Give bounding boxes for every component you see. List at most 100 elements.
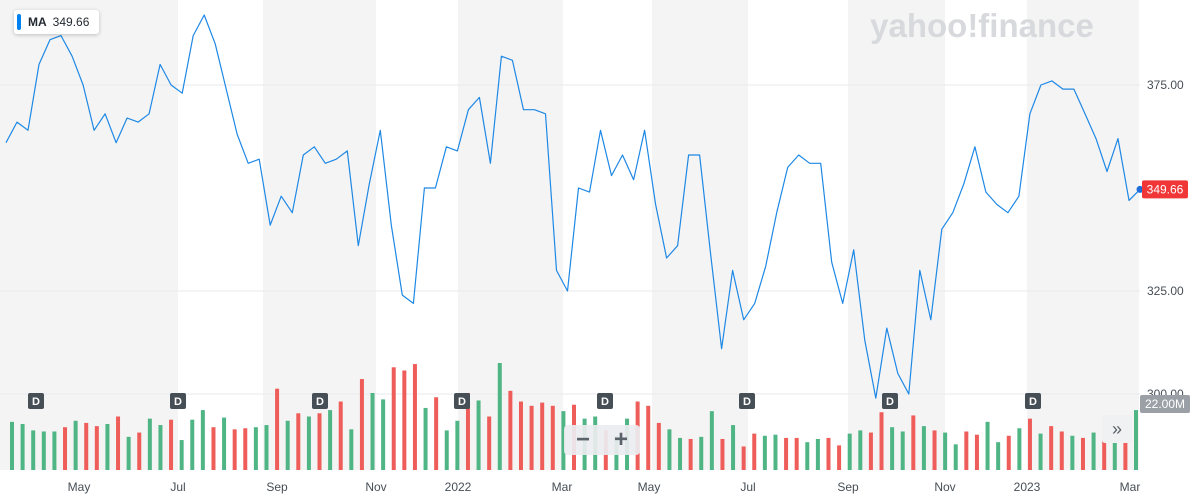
series-legend[interactable]: MA 349.66 (14, 10, 100, 34)
event-marker-box (1025, 393, 1041, 409)
volume-bar (179, 440, 184, 470)
volume-bar (391, 367, 396, 470)
volume-bar (63, 427, 68, 470)
zoom-out-icon[interactable]: − (575, 426, 590, 453)
volume-bar (328, 410, 333, 470)
y-tick-label: 325.00 (1147, 284, 1184, 298)
event-marker[interactable]: D (454, 393, 470, 409)
legend-series-value: 349.66 (52, 15, 90, 29)
volume-bar (306, 416, 311, 470)
volume-bar (688, 438, 693, 470)
x-tick-label: Jul (170, 480, 185, 494)
volume-bar (412, 364, 417, 470)
volume-bar (465, 392, 470, 470)
event-marker[interactable]: D (28, 393, 44, 409)
volume-bar (73, 420, 78, 470)
volume-bar (1059, 431, 1064, 470)
volume-bar (540, 402, 545, 470)
volume-bar (699, 436, 704, 470)
x-tick-label: Mar (552, 480, 573, 494)
volume-bar (518, 401, 523, 470)
event-marker[interactable]: D (597, 393, 613, 409)
volume-bar (52, 431, 57, 470)
event-marker[interactable]: D (1025, 393, 1041, 409)
x-tick-label: Nov (934, 480, 955, 494)
event-marker-box (28, 393, 44, 409)
volume-bar (1102, 437, 1107, 470)
volume-bar (264, 425, 269, 470)
zoom-controls: − + (564, 425, 640, 455)
volume-bar (147, 418, 152, 470)
event-marker-box (739, 393, 755, 409)
volume-bar (1123, 434, 1128, 470)
volume-bar (84, 422, 89, 470)
expand-button[interactable]: » (1102, 415, 1132, 443)
volume-bar (253, 427, 258, 470)
volume-bar (985, 421, 990, 470)
volume-bar (126, 436, 131, 470)
volume-bar (720, 438, 725, 470)
x-tick-label: 2023 (1014, 480, 1041, 494)
volume-bar (444, 430, 449, 470)
event-marker-label: D (32, 396, 40, 408)
last-price-tag-label: 349.66 (1147, 182, 1184, 196)
volume-bar (805, 442, 810, 470)
volume-bar (41, 431, 46, 470)
volume-max-tag (1140, 395, 1190, 413)
event-marker[interactable]: D (882, 393, 898, 409)
volume-bar (285, 420, 290, 470)
volume-bar (858, 430, 863, 470)
last-price-tag (1142, 180, 1188, 199)
volume-bar (402, 370, 407, 470)
x-tick-label: Nov (365, 480, 386, 494)
event-marker[interactable]: D (312, 393, 328, 409)
volume-bar (1134, 410, 1138, 470)
volume-bar (137, 432, 142, 470)
volume-bar (794, 437, 799, 470)
event-marker[interactable]: D (739, 393, 755, 409)
event-marker-box (882, 393, 898, 409)
zoom-in-icon[interactable]: + (613, 426, 628, 453)
volume-bar (667, 429, 672, 470)
volume-bar (709, 411, 714, 470)
y-tick-label: 375.00 (1147, 78, 1184, 92)
legend-color-bar (17, 14, 21, 30)
volume-max-label: 22.00M (1145, 397, 1185, 411)
volume-bar (275, 388, 280, 470)
event-marker-box (454, 393, 470, 409)
period-band (1027, 0, 1139, 470)
volume-bar (837, 445, 842, 470)
event-marker-label: D (316, 396, 324, 408)
period-band (848, 0, 945, 470)
volume-bar (953, 444, 958, 470)
event-marker-label: D (886, 396, 894, 408)
x-tick-label: 2022 (445, 480, 472, 494)
volume-bar (996, 442, 1001, 470)
event-marker[interactable]: D (170, 393, 186, 409)
volume-bar (762, 435, 767, 470)
volume-bar (105, 423, 110, 470)
event-marker-box (170, 393, 186, 409)
volume-bar (94, 426, 99, 470)
volume-bar (158, 425, 163, 470)
x-axis: May Jul Sep Nov 2022 Mar May Jul Sep Nov 2023 Mar (68, 480, 1141, 494)
event-marker-label: D (458, 396, 466, 408)
volume-bar (243, 428, 248, 470)
price-line (5, 14, 1141, 399)
volume-bar (561, 411, 566, 470)
volume-bar (10, 421, 14, 470)
volume-bar (116, 416, 121, 470)
chevrons-right-icon: » (1111, 418, 1122, 439)
volume-bar (529, 405, 534, 470)
volume-bar (646, 405, 651, 470)
volume-bar (455, 420, 460, 470)
volume-bar (974, 434, 979, 470)
event-marker-box (312, 393, 328, 409)
legend-series-name: MA (28, 15, 47, 29)
volume-bar (31, 430, 36, 470)
period-band (0, 0, 178, 470)
watermark-logo: yahoo!finance (870, 7, 1094, 44)
